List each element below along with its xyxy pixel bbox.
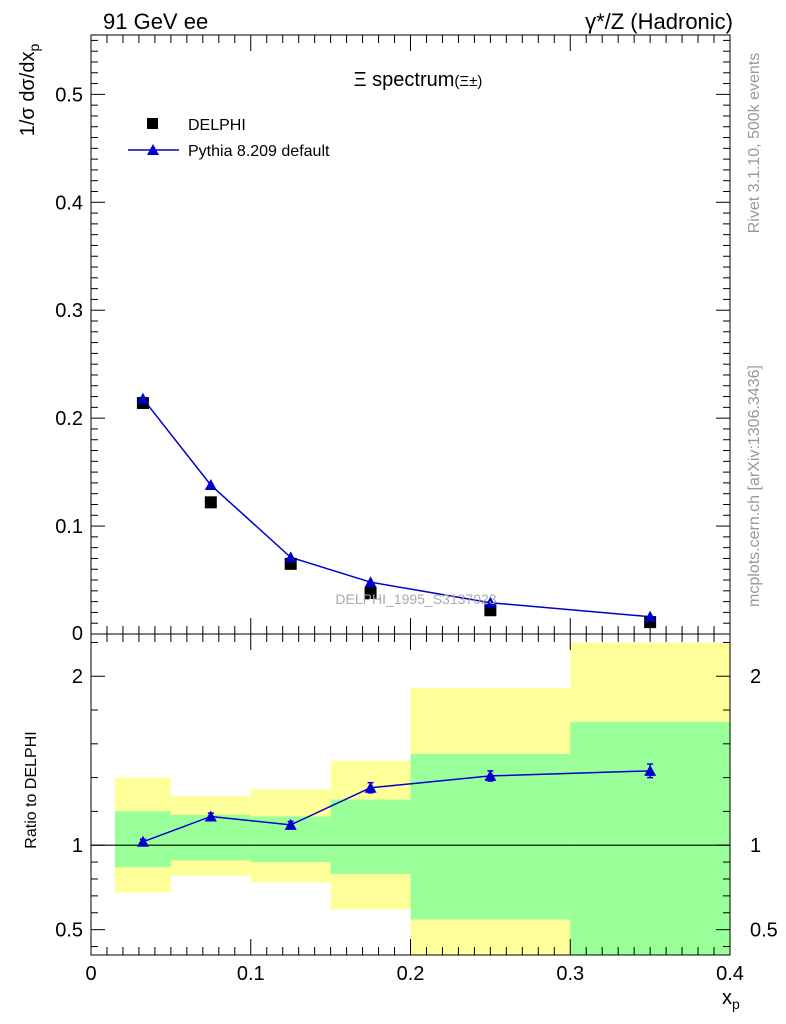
ratio-marks [136, 763, 657, 847]
legend-marker-pythia [147, 144, 159, 155]
stat-uncertainty-band [170, 814, 251, 861]
x-tick-label: 0.4 [716, 963, 744, 985]
legend-label-pythia: Pythia 8.209 default [188, 143, 330, 160]
main-title-suffix: (Ξ±) [454, 73, 482, 90]
stat-uncertainty-band [570, 721, 730, 955]
main-title: Ξ spectrum(Ξ±) [354, 69, 483, 91]
legend-marker-delphi [147, 118, 158, 129]
header-energy: 91 GeV ee [103, 9, 208, 34]
main-panel: Ξ spectrum(Ξ±) 0.1 0.2 0.3 0.4 0.5 0 DELPHI_1… [17, 34, 731, 645]
ratio-pythia-point [204, 810, 217, 822]
ratio-y-tick-label-right: 0.5 [750, 920, 778, 942]
x-tick-label: 0.2 [397, 963, 425, 985]
ratio-y-tick-label-right: 2 [750, 666, 761, 688]
main-y-tick-label: 0.3 [55, 300, 83, 322]
main-frame [90, 34, 731, 635]
main-title-text: Ξ spectrum [354, 69, 455, 91]
x-tick-label: 0 [85, 963, 96, 985]
main-y-tick-label: 0.5 [55, 84, 83, 106]
main-y-tick-label: 0.1 [55, 516, 83, 538]
ratio-pythia-point [364, 781, 377, 793]
delphi-point [364, 586, 377, 599]
ratio-y-label: Ratio to DELPHI [23, 731, 40, 848]
ratio-pythia-line [142, 770, 651, 843]
mcplots-label: mcplots.cern.ch [arXiv:1306.3436] [746, 365, 763, 607]
x-tick-label: 0.1 [237, 963, 265, 985]
ratio-pythia-point [284, 818, 297, 830]
ratio-axes: 0.5 0.5 1 1 2 2 0 0.1 0.2 0.3 0.4 [55, 633, 778, 985]
ratio-bands [114, 642, 730, 955]
pythia-point [136, 392, 149, 404]
header-process: γ*/Z (Hadronic) [585, 9, 733, 34]
pythia-line [142, 398, 651, 618]
ratio-panel: 0.5 0.51 12 20 0.1 0.2 0.3 0.4 Ratio to DELPHI … [23, 633, 778, 1012]
pythia-point [484, 596, 497, 608]
watermark: DELPHI_1995_S3137023 [335, 591, 496, 607]
x-tick-label: 0.3 [556, 963, 584, 985]
legend: DELPHI Pythia 8.209 default [128, 117, 330, 160]
ratio-y-tick-label-left: 0.5 [55, 920, 83, 942]
ratio-y-tick-label-left: 2 [72, 666, 83, 688]
ratio-pythia-point [136, 835, 149, 847]
x-axis-label-sub: p [732, 996, 740, 1012]
x-axis-label: xp [722, 987, 740, 1012]
main-marks [136, 392, 657, 629]
stat-uncertainty-band [330, 799, 411, 874]
ratio-y-tick-label-left: 1 [72, 835, 83, 857]
pythia-point [204, 479, 217, 491]
ratio-pythia-point [484, 769, 497, 781]
ratio-pythia-point [644, 764, 657, 776]
pythia-point [364, 576, 377, 588]
main-y-zero-label: 0 [72, 623, 83, 645]
main-y-label-sub: p [26, 44, 42, 52]
main-y-tick-label: 0.2 [55, 408, 83, 430]
pythia-point [284, 551, 297, 563]
ratio-y-tick-label-right: 1 [750, 835, 761, 857]
main-y-tick-label: 0.4 [55, 192, 83, 214]
legend-label-delphi: DELPHI [188, 117, 246, 134]
rivet-label: Rivet 3.1.10, 500k events [746, 53, 763, 234]
main-y-label: 1/σ dσ/dxp [17, 44, 42, 137]
pythia-point [644, 610, 657, 622]
delphi-point [204, 496, 217, 509]
